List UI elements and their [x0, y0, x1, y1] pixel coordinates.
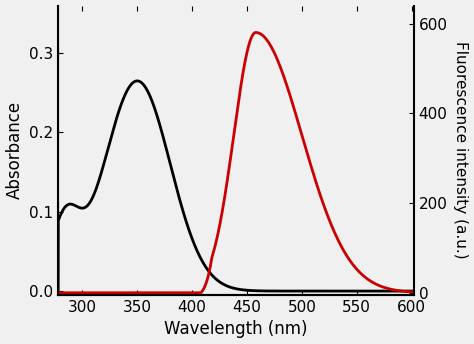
Y-axis label: Fluorescence intensity (a.u.): Fluorescence intensity (a.u.) [454, 42, 468, 259]
Y-axis label: Absorbance: Absorbance [6, 101, 24, 200]
X-axis label: Wavelength (nm): Wavelength (nm) [164, 321, 308, 338]
